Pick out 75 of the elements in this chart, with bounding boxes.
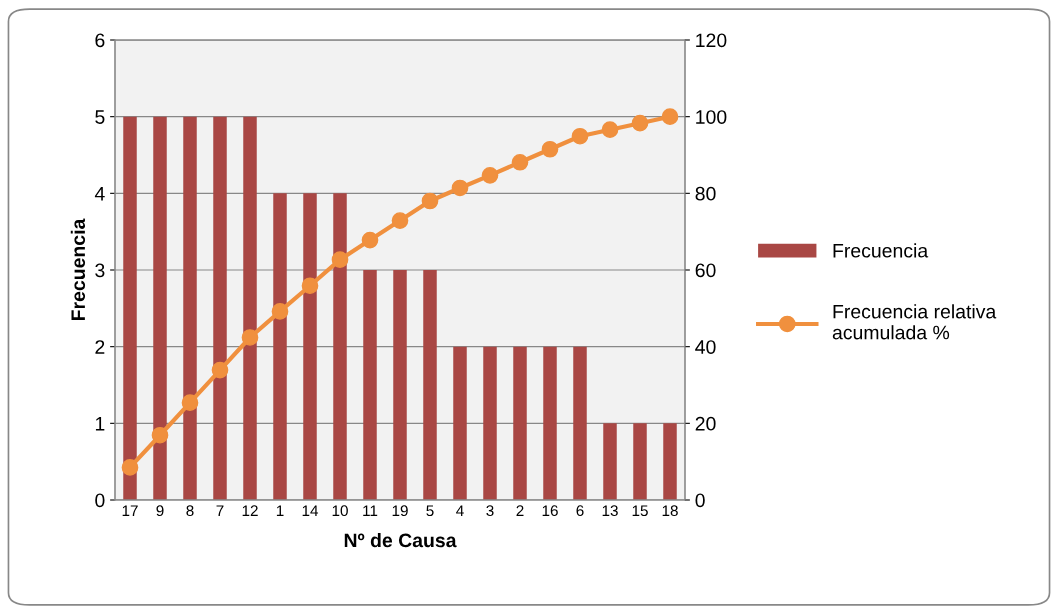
- bar: [663, 423, 677, 500]
- point: [541, 140, 559, 158]
- y-tick-label: 6: [95, 33, 105, 48]
- point: [661, 108, 679, 126]
- bar: [273, 193, 287, 500]
- x-axis-title: Nº de Causa: [344, 532, 457, 548]
- x-tick-label: 15: [632, 505, 648, 517]
- x-tick-label: 13: [602, 505, 618, 517]
- x-tick-label: 16: [542, 505, 558, 517]
- y2-tick-label: 60: [695, 263, 716, 278]
- point: [121, 459, 139, 476]
- x-tick-label: 4: [456, 505, 464, 516]
- legend-label: Frecuencia: [833, 243, 929, 258]
- x-tick-label: 14: [302, 505, 319, 516]
- bar: [633, 423, 647, 500]
- y2-tick-label: 80: [695, 186, 716, 201]
- x-tick-label: 17: [122, 505, 138, 516]
- point: [571, 127, 589, 145]
- y-tick-label: 1: [95, 417, 105, 431]
- y2-tick-label: 40: [695, 340, 716, 354]
- bar: [543, 346, 557, 500]
- bar: [363, 270, 377, 500]
- legend-label: Frecuencia relativa acumulada %: [832, 304, 997, 340]
- x-tick-label: 2: [516, 505, 524, 516]
- y-axis-title: Frecuencia: [70, 218, 86, 321]
- y2-tick-label: 0: [695, 493, 705, 508]
- y-tick-label: 5: [95, 110, 105, 124]
- x-tick-label: 12: [242, 505, 258, 516]
- point: [331, 251, 349, 268]
- point: [421, 192, 439, 210]
- x-tick-label: 19: [392, 505, 408, 517]
- bar: [213, 116, 227, 500]
- y-tick-label: 3: [95, 263, 105, 278]
- bar: [393, 270, 407, 500]
- y2-tick-label: 20: [695, 416, 716, 431]
- bar: [603, 423, 617, 500]
- x-tick-label: 6: [576, 505, 584, 517]
- y-tick-label: 2: [95, 340, 105, 354]
- x-tick-label: 8: [186, 505, 194, 517]
- bar: [513, 346, 527, 500]
- x-tick-label: 10: [332, 505, 348, 517]
- y2-tick-label: 100: [696, 110, 727, 124]
- point: [301, 277, 319, 295]
- x-tick-label: 18: [662, 505, 678, 517]
- bar: [483, 346, 497, 500]
- bar: [183, 116, 197, 500]
- bar: [303, 193, 317, 500]
- point: [211, 361, 229, 379]
- x-tick-label: 5: [426, 505, 434, 517]
- x-tick-label: 3: [486, 505, 494, 517]
- point: [631, 114, 649, 132]
- x-tick-label: 11: [363, 505, 378, 516]
- point: [181, 394, 199, 411]
- x-tick-label: 9: [156, 505, 164, 517]
- point: [361, 231, 379, 249]
- point: [151, 426, 169, 444]
- bar: [123, 116, 137, 500]
- bar: [573, 346, 587, 500]
- y2-tick-label: 120: [696, 33, 727, 48]
- x-tick-label: 1: [276, 505, 284, 516]
- bar: [153, 116, 167, 500]
- point: [271, 303, 289, 320]
- bar: [423, 270, 437, 500]
- point: [511, 153, 529, 171]
- point: [391, 212, 409, 229]
- bar: [333, 193, 347, 500]
- point: [451, 179, 469, 197]
- point: [601, 121, 619, 139]
- bar: [243, 116, 257, 500]
- y-tick-label: 0: [95, 493, 105, 508]
- y-tick-label: 4: [94, 187, 105, 201]
- x-tick-label: 7: [216, 505, 224, 516]
- bar: [453, 346, 467, 500]
- point: [481, 166, 499, 184]
- point: [241, 329, 259, 346]
